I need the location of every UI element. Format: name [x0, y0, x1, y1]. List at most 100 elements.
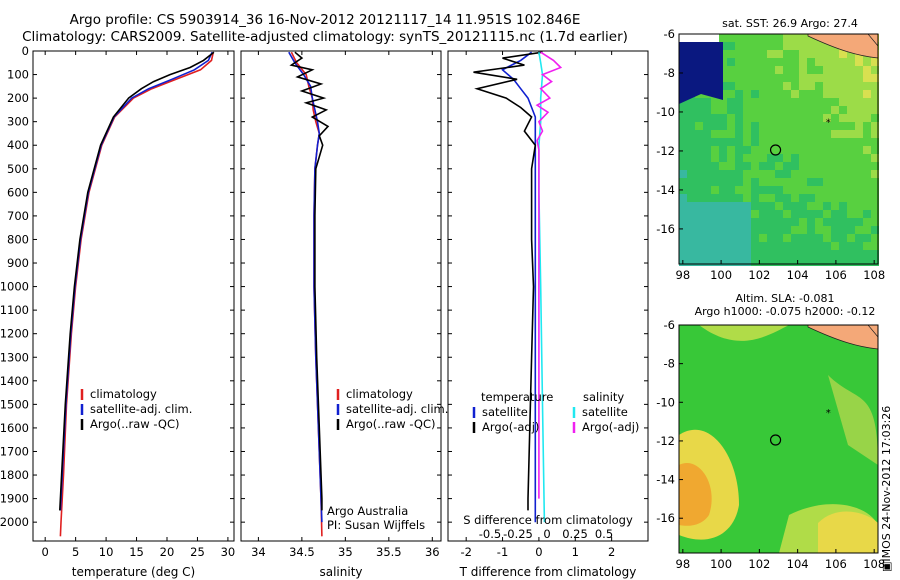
sst-cell — [847, 98, 855, 106]
sst-cell — [711, 146, 719, 154]
sst-cell — [831, 250, 839, 258]
sst-cell — [799, 178, 807, 186]
sst-cell — [703, 154, 711, 162]
sst-cell — [719, 146, 727, 154]
sst-cell — [695, 98, 703, 106]
sst-cell — [791, 210, 799, 218]
sst-cell — [815, 42, 823, 50]
sla-map-ytick-label: -6 — [664, 318, 675, 332]
sst-cell — [807, 98, 815, 106]
sla-mid-region — [828, 375, 878, 465]
sst-cell — [767, 210, 775, 218]
sst-cell — [807, 226, 815, 234]
sst-cell — [815, 202, 823, 210]
sst-cell — [807, 42, 815, 50]
depth-tick-label: 500 — [7, 162, 29, 176]
sst-cell — [735, 74, 743, 82]
sst-cell — [767, 218, 775, 226]
sst-cell — [703, 234, 711, 242]
sst-cell — [751, 66, 759, 74]
sst-cell — [839, 130, 847, 138]
sst-cell — [759, 146, 767, 154]
sst-cell — [799, 170, 807, 178]
sst-cell — [799, 154, 807, 162]
sst-cell — [775, 130, 783, 138]
sst-cell — [711, 130, 719, 138]
sst-cell — [791, 154, 799, 162]
sst-cell — [791, 178, 799, 186]
sst-cell — [847, 90, 855, 98]
sst-cell — [751, 138, 759, 146]
sst-cell — [791, 50, 799, 58]
difference-series-line — [535, 51, 563, 499]
sst-cell — [703, 106, 711, 114]
sst-cell — [727, 58, 735, 66]
sst-cell — [703, 146, 711, 154]
sst-cell — [863, 170, 871, 178]
sst-cell — [799, 250, 807, 258]
difference-s-tick-label: 0.5 — [595, 527, 613, 541]
sst-cell — [783, 178, 791, 186]
sst-cell — [679, 202, 687, 210]
sst-cell — [727, 42, 735, 50]
sst-cell — [687, 242, 695, 250]
sst-cell — [831, 106, 839, 114]
sst-cell — [791, 58, 799, 66]
sst-cell — [871, 186, 879, 194]
sst-cell — [799, 74, 807, 82]
sst-cell — [759, 210, 767, 218]
sst-cell — [703, 178, 711, 186]
sst-cell — [831, 210, 839, 218]
sst-cell — [823, 58, 831, 66]
sst-cell — [695, 194, 703, 202]
sst-cell — [783, 186, 791, 194]
depth-tick-label: 0 — [22, 44, 29, 58]
sst-cell — [679, 154, 687, 162]
sst-cell — [831, 202, 839, 210]
sla-map-ytick-label: -14 — [656, 473, 675, 487]
sst-map-ytick-label: -14 — [656, 183, 675, 197]
sst-cell — [727, 234, 735, 242]
sst-cell — [871, 218, 879, 226]
sst-cell — [775, 258, 783, 266]
sst-cell — [863, 58, 871, 66]
sst-cell — [743, 258, 751, 266]
sst-cell — [847, 186, 855, 194]
sst-cell — [735, 98, 743, 106]
sst-cell — [799, 130, 807, 138]
sst-cell — [767, 34, 775, 42]
sst-cell — [727, 138, 735, 146]
sst-cell — [823, 138, 831, 146]
difference-legend-title-t: temperature — [481, 390, 553, 404]
sst-cell — [695, 226, 703, 234]
sst-cell — [687, 258, 695, 266]
sst-cell — [751, 194, 759, 202]
sst-cell — [751, 146, 759, 154]
sst-cell — [767, 66, 775, 74]
sst-cell — [767, 234, 775, 242]
sst-cell — [839, 202, 847, 210]
sst-cell — [735, 226, 743, 234]
sst-cell — [815, 50, 823, 58]
sst-cell — [743, 90, 751, 98]
difference-s-tick-label: 0 — [543, 527, 550, 541]
difference-legend-title-s: salinity — [583, 390, 624, 404]
sst-cell — [831, 130, 839, 138]
sst-cell — [815, 194, 823, 202]
sst-cell — [775, 162, 783, 170]
temperature-legend-label: climatology — [90, 387, 157, 401]
sst-cell — [791, 162, 799, 170]
sst-map-xtick-label: 104 — [787, 268, 809, 282]
sst-cell — [751, 74, 759, 82]
sst-cell — [743, 250, 751, 258]
sst-cell — [847, 66, 855, 74]
sst-cell — [743, 218, 751, 226]
sst-cell — [767, 98, 775, 106]
sst-cell — [791, 218, 799, 226]
salinity-series-line — [289, 51, 330, 511]
sst-cell — [823, 258, 831, 266]
temperature-series-line — [59, 51, 213, 511]
sst-cell — [783, 98, 791, 106]
sst-cell — [871, 202, 879, 210]
sst-cell — [711, 98, 719, 106]
